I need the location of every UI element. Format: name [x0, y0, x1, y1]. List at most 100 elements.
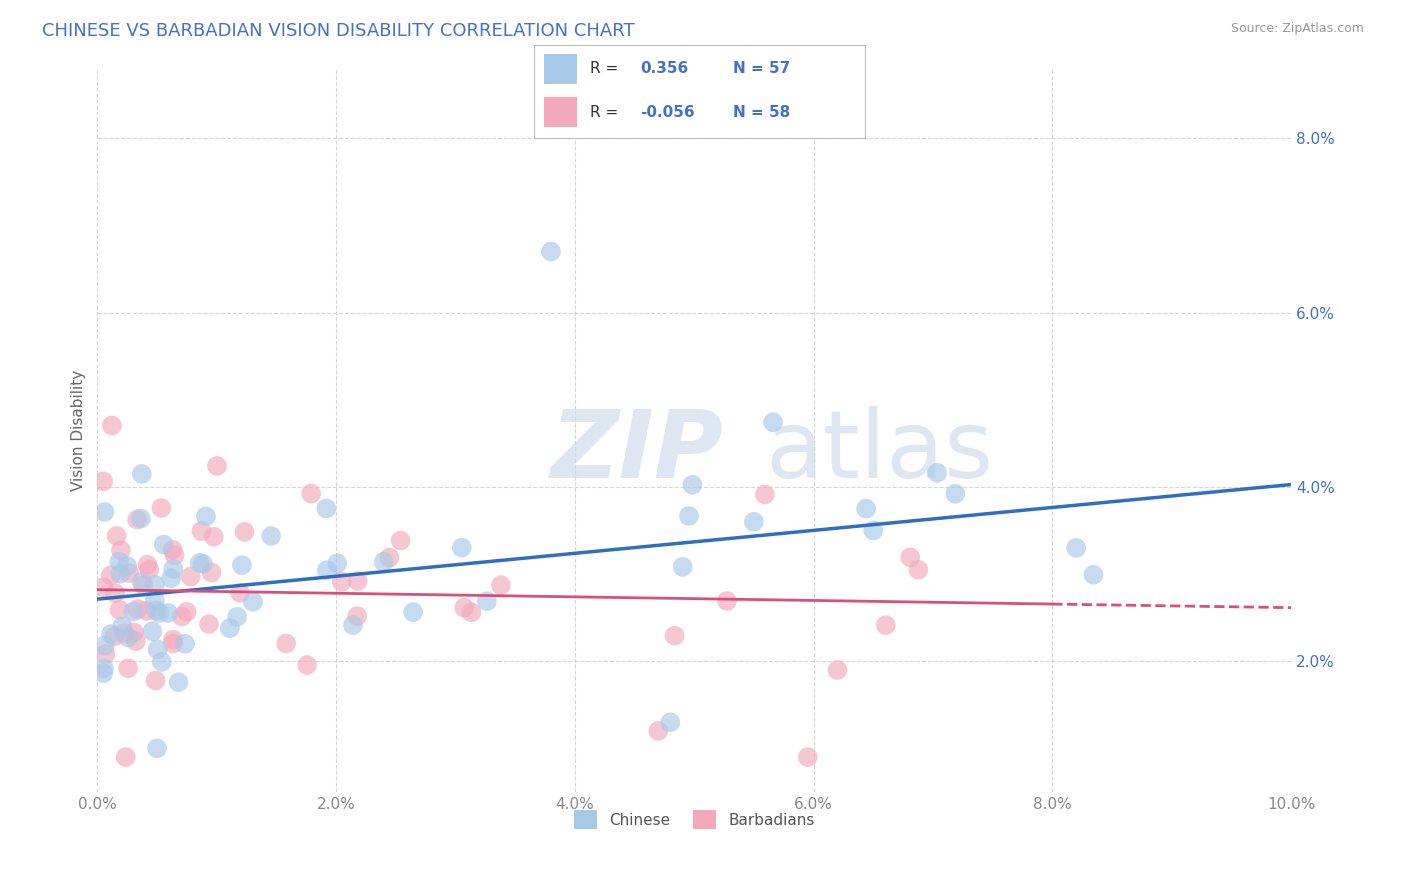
- Point: [180, 569, 202, 583]
- Text: N = 58: N = 58: [733, 104, 790, 120]
- Point: [135, 604, 157, 618]
- Point: [460, 606, 482, 620]
- Point: [716, 594, 738, 608]
- Point: [827, 663, 849, 677]
- Text: ZIP: ZIP: [551, 406, 724, 498]
- Point: [389, 533, 412, 548]
- Point: [326, 556, 349, 570]
- Point: [762, 415, 785, 429]
- Point: [150, 501, 173, 516]
- Point: [148, 606, 170, 620]
- Point: [101, 418, 124, 433]
- Point: [797, 750, 820, 764]
- Point: [219, 621, 242, 635]
- Point: [194, 509, 217, 524]
- Point: [242, 595, 264, 609]
- Point: [104, 586, 127, 600]
- Text: Source: ZipAtlas.com: Source: ZipAtlas.com: [1230, 22, 1364, 36]
- Legend: Chinese, Barbadians: Chinese, Barbadians: [568, 804, 821, 835]
- Point: [226, 610, 249, 624]
- Point: [907, 563, 929, 577]
- Point: [402, 605, 425, 619]
- Point: [315, 563, 337, 577]
- Point: [647, 723, 669, 738]
- FancyBboxPatch shape: [544, 54, 578, 84]
- Point: [330, 574, 353, 589]
- Point: [672, 560, 695, 574]
- Point: [162, 632, 184, 647]
- Point: [127, 602, 149, 616]
- Point: [198, 617, 221, 632]
- Point: [373, 555, 395, 569]
- Point: [117, 661, 139, 675]
- Point: [138, 562, 160, 576]
- Point: [145, 673, 167, 688]
- Text: atlas: atlas: [766, 406, 994, 498]
- Point: [205, 458, 228, 473]
- Point: [540, 244, 562, 259]
- Point: [91, 580, 114, 594]
- Text: 0.356: 0.356: [640, 62, 689, 77]
- Point: [315, 501, 337, 516]
- Point: [342, 618, 364, 632]
- Point: [94, 639, 117, 653]
- Point: [188, 556, 211, 570]
- Point: [93, 661, 115, 675]
- Point: [202, 530, 225, 544]
- Point: [754, 487, 776, 501]
- Point: [742, 515, 765, 529]
- Point: [167, 675, 190, 690]
- Point: [132, 578, 155, 592]
- Point: [450, 541, 472, 555]
- Text: N = 57: N = 57: [733, 62, 790, 77]
- Point: [110, 543, 132, 558]
- Point: [295, 658, 318, 673]
- Point: [875, 618, 897, 632]
- Point: [108, 603, 131, 617]
- Point: [229, 586, 252, 600]
- Point: [110, 566, 132, 581]
- Point: [664, 629, 686, 643]
- Point: [131, 574, 153, 589]
- Point: [150, 655, 173, 669]
- Point: [131, 467, 153, 481]
- Point: [453, 600, 475, 615]
- Point: [160, 571, 183, 585]
- Point: [1064, 541, 1087, 555]
- Point: [659, 715, 682, 730]
- Point: [146, 741, 169, 756]
- Point: [162, 637, 184, 651]
- Point: [114, 750, 136, 764]
- Point: [191, 557, 214, 571]
- Point: [157, 606, 180, 620]
- Point: [118, 566, 141, 581]
- Point: [141, 624, 163, 639]
- Point: [475, 594, 498, 608]
- Point: [115, 559, 138, 574]
- Point: [190, 524, 212, 538]
- Point: [94, 647, 117, 661]
- FancyBboxPatch shape: [544, 97, 578, 127]
- Point: [862, 524, 884, 538]
- Point: [112, 626, 135, 640]
- Point: [136, 558, 159, 572]
- Point: [378, 550, 401, 565]
- Point: [105, 529, 128, 543]
- Point: [346, 574, 368, 588]
- Point: [122, 605, 145, 619]
- Point: [125, 512, 148, 526]
- Point: [111, 619, 134, 633]
- Y-axis label: Vision Disability: Vision Disability: [72, 369, 86, 491]
- Point: [143, 593, 166, 607]
- Text: R =: R =: [591, 62, 619, 77]
- Point: [200, 566, 222, 580]
- Point: [91, 475, 114, 489]
- Point: [146, 642, 169, 657]
- Point: [152, 537, 174, 551]
- Point: [898, 550, 921, 565]
- Point: [122, 625, 145, 640]
- Point: [678, 508, 700, 523]
- Point: [299, 486, 322, 500]
- Text: CHINESE VS BARBADIAN VISION DISABILITY CORRELATION CHART: CHINESE VS BARBADIAN VISION DISABILITY C…: [42, 22, 634, 40]
- Point: [346, 609, 368, 624]
